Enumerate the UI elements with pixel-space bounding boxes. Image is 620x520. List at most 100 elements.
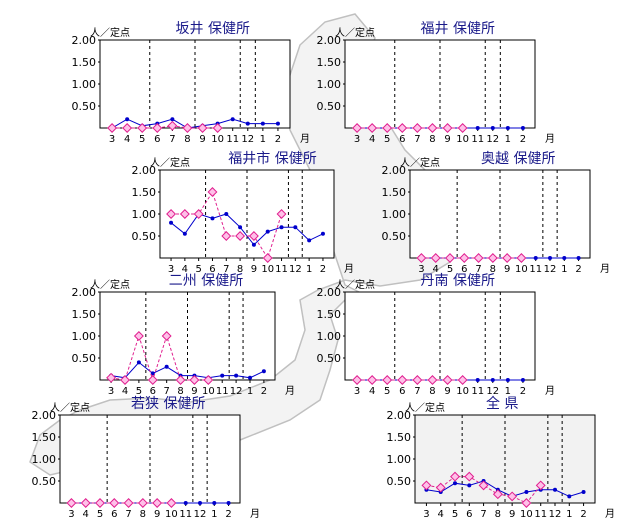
x-tick-label: 4 [124, 134, 130, 145]
data-point-current [220, 373, 225, 378]
x-tick-label: 7 [169, 134, 175, 145]
data-point-current [260, 121, 265, 126]
data-point-previous [457, 375, 468, 385]
x-tick-label: 4 [369, 134, 375, 145]
data-point-previous [147, 375, 158, 385]
x-tick-label: 11 [179, 509, 192, 520]
data-point-current [136, 360, 141, 365]
x-tick-label: 3 [109, 134, 115, 145]
data-point-current [533, 256, 538, 260]
data-point-previous [262, 253, 273, 263]
x-tick-label: 8 [495, 509, 501, 520]
data-point-current [520, 378, 525, 382]
x-tick-label: 9 [444, 134, 450, 145]
data-point-current [125, 117, 130, 122]
x-tick-label: 7 [163, 386, 169, 397]
x-tick-label: 9 [154, 509, 160, 520]
chart-title: 福井 保健所 [420, 21, 495, 37]
x-tick-label: 1 [260, 134, 266, 145]
x-tick-label: 12 [194, 509, 207, 520]
data-point-previous [161, 331, 172, 341]
x-tick-label: 11 [471, 134, 484, 145]
chart-svg: 2.001.501.000.503 4 5 6 7 8 9 10 11 12 1 2 月 [382, 164, 611, 275]
chart-title: 坂井 保健所 [175, 21, 250, 37]
data-point-current [182, 231, 187, 236]
data-point-current [150, 371, 155, 376]
x-tick-label: 6 [461, 264, 467, 275]
x-tick-label: 9 [191, 386, 197, 397]
x-tick-label: 12 [544, 264, 557, 275]
x-tick-label: 5 [384, 386, 390, 397]
y-tick-label: 1.50 [132, 186, 157, 199]
data-point-previous [179, 209, 190, 219]
x-tick-label: 2 [275, 134, 281, 145]
x-tick-label: 7 [480, 509, 486, 520]
x-tick-label: 12 [230, 386, 243, 397]
y-tick-label: 1.50 [382, 186, 407, 199]
chart-panel-fukuishi: 福井市 保健所 人／定点 2.00 1.50 1.00 0.50 3 4 5 6 7 8 9 10 11 12… [125, 145, 365, 275]
unit-label: 人／定点 [400, 158, 440, 169]
x-tick-label: 1 [247, 386, 253, 397]
data-point-current [261, 369, 266, 374]
month-label: 月 [600, 263, 610, 275]
y-tick-label: 1.50 [317, 56, 342, 69]
x-tick-label: 6 [154, 134, 160, 145]
y-tick-label: 1.50 [387, 431, 412, 444]
data-point-previous [445, 253, 455, 263]
x-tick-label: 5 [452, 509, 458, 520]
chart-svg: 2.001.501.000.503 4 5 6 7 8 9 10 11 12 1 2 月 [317, 286, 556, 397]
x-tick-label: 8 [140, 509, 146, 520]
y-tick-label: 0.50 [387, 475, 412, 488]
x-tick-label: 1 [211, 509, 217, 520]
data-point-current [307, 238, 312, 243]
data-point-previous [120, 375, 130, 385]
y-tick-label: 1.50 [72, 56, 97, 69]
y-tick-label: 2.00 [382, 164, 407, 177]
x-tick-label: 4 [122, 386, 128, 397]
x-tick-label: 8 [429, 134, 435, 145]
x-tick-label: 3 [423, 509, 429, 520]
data-point-previous [189, 375, 200, 385]
unit-label: 人／定点 [90, 280, 130, 291]
data-point-current [576, 256, 581, 260]
data-point-previous [367, 123, 378, 133]
x-tick-label: 2 [575, 264, 581, 275]
x-tick-label: 8 [490, 264, 496, 275]
data-point-previous [107, 123, 118, 133]
chart-panel-tannan: 丹南 保健所 人／定点 2.00 1.50 1.00 0.50 3 4 5 6 7 8 9 10 11 12 1… [310, 272, 560, 397]
data-point-current [198, 501, 202, 505]
data-point-current [212, 501, 217, 505]
chart-panel-wakasa: 若狭 保健所 人／定点 2.00 1.50 1.00 0.50 3 4 5 6 7 8 9 10 11 12 1… [30, 395, 270, 520]
data-point-previous [248, 231, 259, 241]
data-point-current [453, 481, 457, 486]
data-point-previous [521, 498, 532, 508]
data-point-previous [435, 482, 446, 493]
data-point-previous [464, 471, 475, 482]
x-tick-label: 9 [251, 264, 257, 275]
chart-svg: 2.001.501.000.503 4 5 6 7 8 9 10 11 12 1 2 月 [72, 34, 311, 145]
data-point-previous [535, 480, 546, 491]
data-point-previous [412, 375, 423, 385]
x-tick-label: 5 [195, 264, 201, 275]
x-tick-label: 6 [399, 386, 405, 397]
x-tick-label: 5 [384, 134, 390, 145]
chart-svg: 2.001.501.000.503 4 5 6 7 8 9 10 11 12 1 2 月 [317, 34, 556, 145]
month-label: 月 [545, 385, 555, 397]
unit-label: 人／定点 [90, 28, 130, 39]
y-tick-label: 1.00 [72, 78, 97, 91]
x-tick-label: 2 [520, 386, 526, 397]
y-tick-label: 0.50 [382, 230, 407, 243]
chart-panel-sakai: 坂井 保健所 人／定点 2.00 1.50 1.00 0.50 3 4 5 6 7 8 9 10 11 12 1… [60, 20, 311, 145]
data-point-current [164, 364, 169, 369]
x-tick-label: 2 [261, 386, 267, 397]
y-tick-label: 1.00 [317, 330, 342, 343]
x-tick-label: 4 [182, 264, 188, 275]
data-point-previous [166, 498, 177, 508]
data-point-previous [412, 123, 423, 133]
data-point-previous [442, 375, 453, 385]
data-point-current [475, 378, 480, 382]
series-line-current [111, 118, 278, 129]
data-point-current [524, 490, 529, 494]
x-tick-label: 9 [504, 264, 510, 275]
unit-label: 人／定点 [335, 280, 375, 291]
